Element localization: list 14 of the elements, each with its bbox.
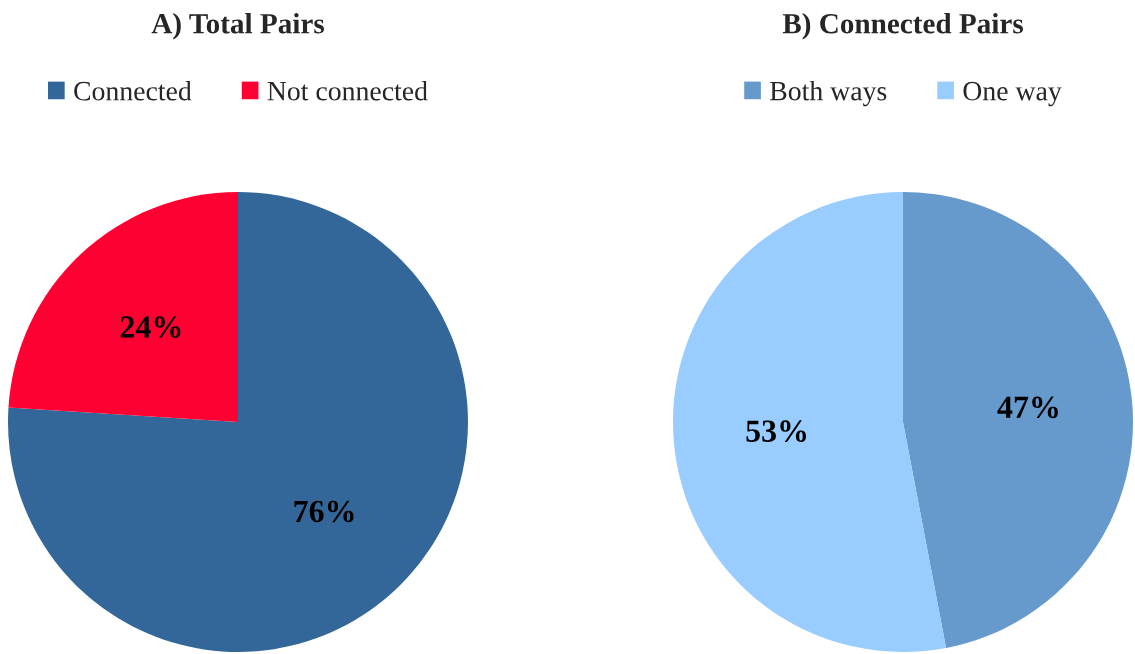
data-label: 47% [997,396,1058,419]
pie-slice [903,192,1133,648]
data-label: 76% [294,500,354,523]
legend-label: Not connected [267,80,428,101]
legend-label: Both ways [770,80,887,107]
data-label: 24% [120,316,181,338]
chart-title: B) Connected Pairs [782,12,1023,40]
legend-label: Connected [74,80,192,101]
data-label: 53% [746,420,807,443]
chart-title: A) Total Pairs [151,12,324,40]
pie-slice [8,192,238,422]
pie-slice [673,192,947,652]
legend-label: One way [963,81,1062,107]
pie-slice [8,192,468,652]
